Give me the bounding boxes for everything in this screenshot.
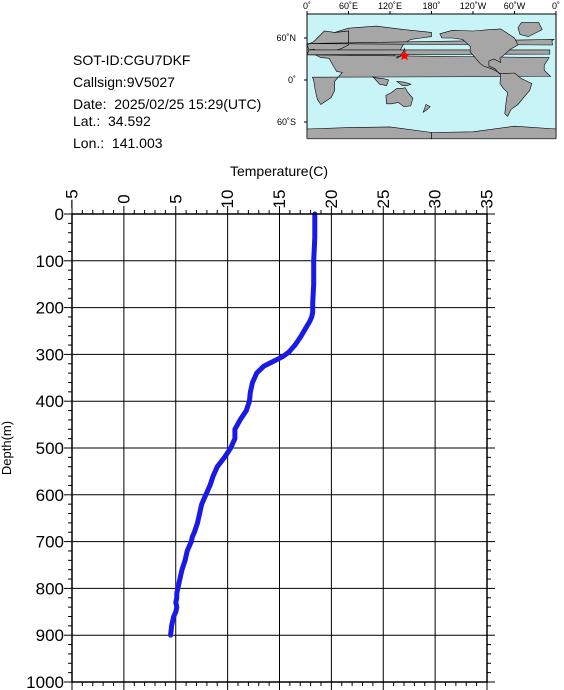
x-tick-label: 15: [270, 190, 289, 209]
y-tick-label: 200: [36, 299, 64, 318]
chart-grid: [71, 213, 488, 683]
x-tick-label: 0: [114, 194, 133, 203]
x-tick-label: 10: [218, 190, 237, 209]
position-marker: [399, 50, 410, 61]
x-tick-label: 5: [166, 194, 185, 203]
y-tick-label: 300: [36, 345, 64, 364]
map-lon-label: 60˚W: [504, 1, 526, 11]
y-tick-label: 800: [36, 579, 64, 598]
x-tick-labels: −5 0 5 10 15 20 25 30 35: [63, 189, 497, 208]
info-lat: Lat.: 34.592: [73, 113, 151, 129]
land-mass: [431, 125, 557, 140]
info-callsign: Callsign:9V5027: [73, 74, 175, 90]
x-tick-label: −5: [63, 189, 82, 208]
land-mass: [372, 76, 389, 86]
x-tick-label: 20: [322, 190, 341, 209]
x-axis-label: Temperature(C): [230, 163, 328, 179]
temperature-profile-line: [168, 211, 318, 638]
info-sot-id: SOT-ID:CGU7DKF: [73, 52, 191, 68]
info-date: Date: 2025/02/25 15:29(UTC): [73, 96, 262, 112]
map-lat-label: 60˚S: [277, 117, 296, 127]
map-lon-label: 60˚E: [339, 1, 358, 11]
map-lat-label: 0˚: [288, 75, 296, 85]
land-mass: [385, 87, 414, 107]
land-mass: [395, 80, 412, 86]
y-axis-label: Depth(m): [0, 421, 14, 475]
x-tick-label: 35: [478, 190, 497, 209]
position-star-icon: [399, 50, 410, 61]
map-lon-label: 180˚: [422, 1, 440, 11]
map-lon-ticks: 0˚ 60˚E 120˚E 180˚ 120˚W 60˚W 0˚: [303, 1, 560, 14]
map-lon-label: 120˚E: [378, 1, 402, 11]
land-mass: [499, 72, 533, 117]
y-tick-label: 400: [36, 392, 64, 411]
map-lat-ticks: 60˚N 0˚ 60˚S: [276, 33, 307, 127]
info-lon: Lon.: 141.003: [73, 135, 163, 151]
y-tick-label: 900: [36, 626, 64, 645]
y-tick-label: 500: [36, 439, 64, 458]
map-lon-label: 120˚W: [460, 1, 487, 11]
land-mass: [422, 104, 431, 113]
y-tick-label: 600: [36, 486, 64, 505]
y-tick-label: 0: [55, 205, 64, 224]
y-tick-labels: 0 100 200 300 400 500 600 700 800 900 1000: [26, 205, 64, 690]
y-tick-label: 100: [36, 252, 64, 271]
land-mass: [439, 28, 519, 75]
y-tick-label: 700: [36, 533, 64, 552]
map-lon-label: 0˚: [303, 1, 311, 11]
x-tick-label: 30: [426, 190, 445, 209]
map-land: [306, 22, 557, 140]
land-mass: [517, 22, 543, 37]
y-tick-label: 1000: [26, 673, 64, 690]
map-lon-label: 0˚: [552, 1, 560, 11]
plot-frame: [71, 213, 488, 683]
x-tick-label: 25: [374, 190, 393, 209]
map-lat-label: 60˚N: [276, 33, 296, 43]
